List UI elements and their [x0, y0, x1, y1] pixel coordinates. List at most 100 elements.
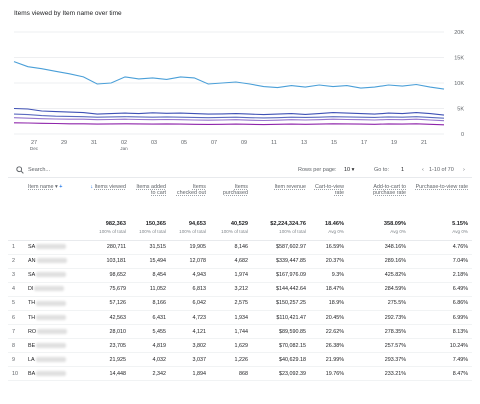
metric-cell: 5,455: [130, 324, 170, 340]
metric-cell: $150,257.25: [252, 296, 310, 311]
metric-cell: 8,146: [210, 240, 252, 255]
x-tick-label: 11: [271, 140, 277, 146]
metric-cell: 6,431: [130, 310, 170, 326]
redacted-text: [35, 356, 66, 362]
item-name-text: AN: [28, 258, 36, 265]
row-index: 8: [8, 338, 24, 354]
metric-cell: 425.82%: [348, 268, 410, 283]
item-revenue-header[interactable]: Item revenue: [252, 180, 310, 218]
purchase-to-view-header[interactable]: Purchase-to-view rate: [410, 180, 472, 218]
table-row[interactable]: 6 TH 42,563 6,431 4,723 1,934 $110,421.47 20.45…: [8, 310, 472, 326]
metric-cell: 9.3%: [310, 268, 348, 283]
item-name-cell[interactable]: SA: [24, 268, 86, 283]
items-added-to-cart-header[interactable]: Items added to cart: [130, 180, 170, 218]
total-value: 982,363: [105, 221, 126, 227]
add-to-cart-purchase-header[interactable]: Add-to-cart to purchase rate: [348, 180, 410, 218]
table-row[interactable]: 1 SA 280,711 31,515 19,905 8,146 $587,602.97 16…: [8, 240, 472, 255]
metric-cell: 3,037: [170, 352, 210, 368]
item-name-text: LA: [28, 356, 35, 363]
series-line[interactable]: [13, 122, 445, 126]
table-row[interactable]: 2 AN 103,181 15,494 12,078 4,682 $339,447.85 20…: [8, 254, 472, 269]
y-tick-label: 20K: [454, 30, 464, 36]
item-name-cell[interactable]: SA: [24, 240, 86, 255]
metric-cell: 20.37%: [310, 254, 348, 269]
goto-input[interactable]: 1: [401, 167, 405, 173]
items-purchased-header[interactable]: Items purchased: [210, 180, 252, 218]
item-name-cell[interactable]: RO: [24, 324, 86, 340]
metric-cell: 3,212: [210, 282, 252, 297]
items-viewed-header[interactable]: ↓ Items viewed: [86, 180, 130, 218]
table-toolbar: Search... Rows per page: 10 ▾ Go to: 1 ‹…: [8, 164, 472, 178]
table-row[interactable]: 3 SA 98,652 8,454 4,943 1,974 $167,976.09 9.3% 4…: [8, 268, 472, 283]
item-name-cell[interactable]: TH: [24, 296, 86, 311]
total-cell: 150,365 100% of total: [130, 218, 170, 241]
metric-cell: 1,629: [210, 338, 252, 354]
x-tick-label: 21: [421, 140, 427, 146]
item-name-text: RO: [28, 328, 37, 335]
total-cell: $2,224,324.76 100% of total: [252, 218, 310, 241]
items-purchased-header-label: Items purchased: [222, 184, 248, 196]
add-to-cart-purchase-header-label: Add-to-cart to purchase rate: [373, 184, 406, 196]
metric-cell: 6.99%: [410, 310, 472, 326]
metric-cell: 2.18%: [410, 268, 472, 283]
add-dimension-icon[interactable]: +: [59, 184, 63, 190]
table-row[interactable]: 4 DI 75,679 11,052 6,813 3,212 $144,442.64 18.4…: [8, 282, 472, 297]
data-table: Item name ▾ + ↓ Items viewed Items added…: [8, 180, 472, 382]
total-value: 40,529: [230, 221, 248, 227]
metric-cell: 4.76%: [410, 240, 472, 255]
metric-cell: 1,934: [210, 310, 252, 326]
metric-cell: 15,494: [130, 254, 170, 269]
table-row[interactable]: 10 BA 14,448 2,342 1,894 868 $23,092.39 19.76% 2…: [8, 366, 472, 382]
metric-cell: 57,126: [86, 296, 130, 311]
series-line[interactable]: [13, 107, 445, 116]
total-sub: 100% of total: [99, 229, 126, 234]
item-name-cell[interactable]: AN: [24, 254, 86, 269]
total-sub: 100% of total: [279, 229, 306, 234]
metric-cell: $144,442.64: [252, 282, 310, 297]
metric-cell: 4,682: [210, 254, 252, 269]
search-input[interactable]: Search...: [28, 167, 51, 173]
line-chart: 20K 15K 10K 5K 0 27 Dec 29 31 02 Jan 03 05 07 09 11 13 15…: [8, 18, 472, 160]
table-row[interactable]: 8 BE 23,705 4,819 3,802 1,629 $70,082.15 26.38%…: [8, 338, 472, 354]
totals-row: 982,363 100% of total 150,365 100% of tota…: [8, 218, 472, 241]
x-tick-label: 05: [181, 140, 187, 146]
x-tick-label: 19: [391, 140, 397, 146]
metric-cell: 292.73%: [348, 310, 410, 326]
table-row[interactable]: 7 RO 28,010 5,455 4,121 1,744 $89,590.85 22.62%…: [8, 324, 472, 340]
page-range: 1-10 of 70: [429, 167, 454, 173]
item-name-cell[interactable]: BA: [24, 366, 86, 382]
item-name-cell[interactable]: LA: [24, 352, 86, 368]
cart-to-view-header[interactable]: Cart-to-view rate: [310, 180, 348, 218]
metric-cell: 14,448: [86, 366, 130, 382]
item-name-cell[interactable]: TH: [24, 310, 86, 326]
series-line[interactable]: [13, 61, 445, 90]
redacted-text: [36, 342, 67, 348]
series-line[interactable]: [13, 113, 445, 119]
search-icon[interactable]: [16, 166, 24, 174]
item-name-text: DI: [28, 286, 34, 293]
metric-cell: 11,052: [130, 282, 170, 297]
items-checked-out-header[interactable]: Items checked out: [170, 180, 210, 218]
rows-per-page-select[interactable]: 10 ▾: [344, 167, 354, 173]
metric-cell: 1,744: [210, 324, 252, 340]
item-name-cell[interactable]: BE: [24, 338, 86, 354]
item-name-cell[interactable]: DI: [24, 282, 86, 297]
table-row[interactable]: 9 LA 21,925 4,032 3,037 1,226 $40,629.18 21.99%…: [8, 352, 472, 368]
items-added-to-cart-header-label: Items added to cart: [136, 184, 166, 196]
item-name-header[interactable]: Item name ▾ +: [24, 180, 86, 218]
total-cell: 358.09% Avg 0%: [348, 218, 410, 241]
series-line[interactable]: [13, 117, 445, 122]
items-viewed-header-label: Items viewed: [94, 184, 126, 190]
table-row[interactable]: 5 TH 57,126 8,166 6,042 2,575 $150,257.25 18.9%…: [8, 296, 472, 311]
prev-page-icon[interactable]: ‹: [422, 167, 424, 173]
item-name-text: SA: [28, 272, 36, 279]
metric-cell: 8.13%: [410, 324, 472, 340]
metric-cell: 6.49%: [410, 282, 472, 297]
metric-cell: 278.35%: [348, 324, 410, 340]
metric-cell: 8,166: [130, 296, 170, 311]
metric-cell: 6,813: [170, 282, 210, 297]
metric-cell: 20.45%: [310, 310, 348, 326]
y-tick-label: 5K: [457, 107, 464, 113]
metric-cell: $587,602.97: [252, 240, 310, 255]
next-page-icon[interactable]: ›: [463, 167, 465, 173]
